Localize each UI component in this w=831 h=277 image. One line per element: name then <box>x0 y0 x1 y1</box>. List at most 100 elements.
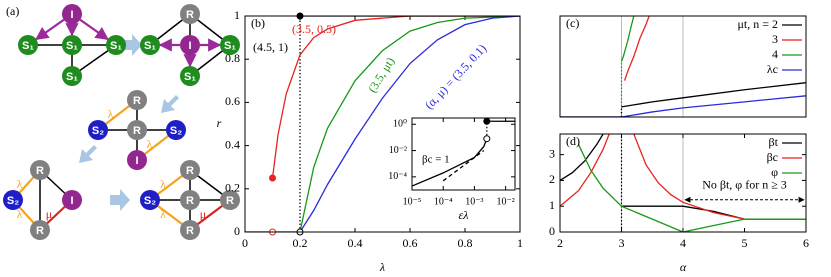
node: R <box>180 220 200 240</box>
node: R <box>180 4 200 24</box>
node-label: S₁ <box>224 40 236 52</box>
panel-label: (b) <box>251 16 265 30</box>
x-tick-label: 0.6 <box>403 236 418 250</box>
node-label: S₁ <box>66 40 78 52</box>
plot-content <box>245 16 520 232</box>
point-marker <box>483 135 491 143</box>
x-tick-label: 10⁻³ <box>465 196 483 207</box>
node: S₁ <box>62 35 82 55</box>
node-label: R <box>133 95 141 107</box>
x-tick-label: 10⁻² <box>496 196 514 207</box>
x-axis-label: α <box>680 260 687 274</box>
x-tick-label: 2 <box>557 236 563 250</box>
node-label: S₁ <box>66 71 78 83</box>
node-circle <box>140 35 160 55</box>
y-tick-label: 0.4 <box>225 137 240 151</box>
node: S₂ <box>88 120 108 140</box>
node-circle <box>127 90 147 110</box>
x-tick-label: 6 <box>803 236 809 250</box>
node-circle <box>220 190 240 210</box>
x-tick-label: 0 <box>242 236 248 250</box>
x-tick-label: 10⁻⁴ <box>434 196 453 207</box>
y-tick-label: 3 <box>549 146 555 160</box>
series-line <box>299 16 520 232</box>
node-label: R <box>186 165 194 177</box>
series-line <box>560 82 806 117</box>
node-label: R <box>36 165 44 177</box>
node-label: R <box>133 125 141 137</box>
node: S₁ <box>62 66 82 86</box>
series-label: (3.5, 0.5) <box>292 22 336 36</box>
panel-label: (a) <box>6 4 19 18</box>
legend-label: βt <box>769 135 779 149</box>
legend-label: φ <box>771 165 778 179</box>
panel: 10⁻⁵ 10⁻⁴ 10⁻³ 10⁻² 10⁻⁴ 10⁻² 10⁰ ελ βc = 1 <box>388 117 516 222</box>
x-tick-label: 0.2 <box>293 236 308 250</box>
legend-label: μt, n = 2 <box>737 17 778 31</box>
diagram: (a) λ λ λ λ μ λ λ μ I S₁ S₁ S₁ S₁ R S₁ I S₁ S₁ R S₂ R S₂ I R S₂ I… <box>3 4 240 240</box>
node: I <box>127 150 147 170</box>
series-line <box>623 16 650 81</box>
node-label: I <box>188 40 191 52</box>
node: I <box>62 4 82 24</box>
x-tick-label: 1 <box>517 236 523 250</box>
series-label: (4.5, 1) <box>253 40 288 54</box>
node-label: R <box>226 195 234 207</box>
x-tick-label: 5 <box>742 236 748 250</box>
node-label: S₁ <box>110 40 122 52</box>
annotation: βc = 1 <box>422 154 450 166</box>
node-circle <box>180 4 200 24</box>
plot-area <box>412 118 515 190</box>
y-tick-label: 0.6 <box>225 94 240 108</box>
series-line <box>299 16 520 232</box>
node: S₁ <box>106 35 126 55</box>
series-line <box>577 144 806 232</box>
edge-label: λ <box>17 207 23 221</box>
series-line <box>560 95 806 117</box>
y-tick-label: 0.8 <box>225 51 240 65</box>
x-axis-label: λ <box>379 260 385 274</box>
panel-label: (c) <box>566 16 579 30</box>
step-arrow <box>79 145 97 163</box>
node-circle <box>62 35 82 55</box>
plot-content <box>560 134 806 232</box>
series-line <box>271 16 520 179</box>
node: R <box>30 220 50 240</box>
node: S₁ <box>140 35 160 55</box>
legend-label: βc <box>767 150 778 164</box>
node: R <box>30 160 50 180</box>
series-line <box>620 16 635 62</box>
node-circle <box>3 190 23 210</box>
node: S₁ <box>180 66 200 86</box>
node-circle <box>140 190 160 210</box>
point-marker <box>483 117 491 125</box>
y-tick-label: 10⁰ <box>393 119 407 130</box>
y-tick-label: 10⁻² <box>389 145 407 156</box>
node-label: S₂ <box>144 195 156 207</box>
node-circle <box>62 4 82 24</box>
edge-label: μ <box>200 207 206 221</box>
x-tick-label: 4 <box>680 236 686 250</box>
node: R <box>220 190 240 210</box>
node-circle <box>180 190 200 210</box>
node-circle <box>180 220 200 240</box>
node-label: R <box>186 195 194 207</box>
node: R <box>127 120 147 140</box>
step-arrow <box>110 189 130 211</box>
node-label: S₂ <box>170 125 182 137</box>
node: S₂ <box>166 120 186 140</box>
node: I <box>180 35 200 55</box>
edge-label: λ <box>160 177 166 191</box>
node-circle <box>30 220 50 240</box>
axes-frame <box>244 15 521 233</box>
plot-content <box>560 16 806 117</box>
edge-label: λ <box>108 107 114 121</box>
y-tick-label: 2 <box>549 172 555 186</box>
node-circle <box>18 35 38 55</box>
node-label: R <box>36 225 44 237</box>
node-label: I <box>135 155 138 167</box>
node-circle <box>180 35 200 55</box>
node-circle <box>180 66 200 86</box>
